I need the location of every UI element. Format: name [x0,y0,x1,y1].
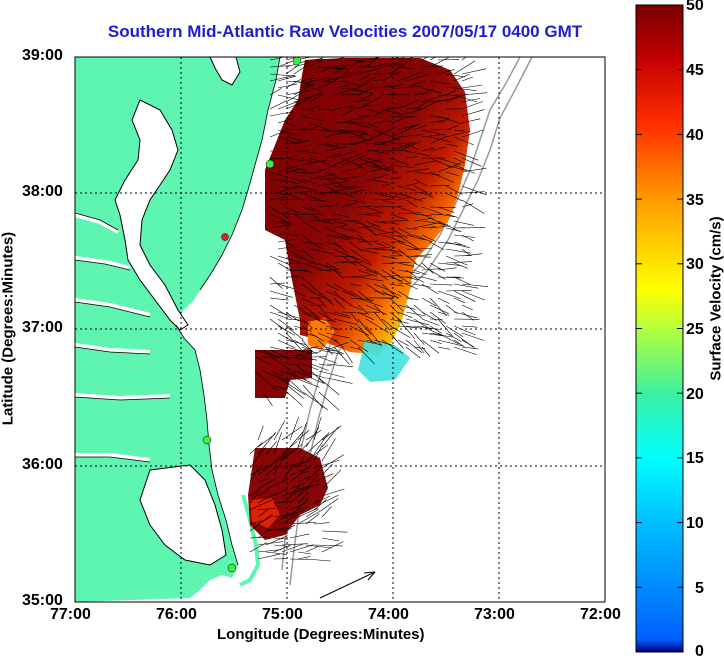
colorbar-tick-label: 5 [695,580,704,598]
y-tick-label: 36:00 [22,456,63,474]
y-tick-label: 35:00 [22,592,63,610]
colorbar-tick-label: 0 [695,643,704,661]
y-tick-label: 37:00 [22,319,63,337]
y-tick-label: 38:00 [22,183,63,201]
colorbar-tick-label: 10 [686,515,704,533]
colorbar-tick-label: 35 [686,192,704,210]
colorbar [636,5,683,652]
colorbar-tick-label: 50 [686,0,704,15]
x-axis-label: Longitude (Degrees:Minutes) [217,626,425,643]
colorbar-label: Surface Velocity (cm/s) [708,199,724,399]
station-marker [228,564,236,572]
station-marker-red [222,234,229,241]
y-tick-label: 39:00 [22,47,63,65]
station-marker [203,436,211,444]
colorbar-tick-label: 30 [686,256,704,274]
colorbar-tick-label: 25 [686,321,704,339]
colorbar-tick-label: 15 [686,450,704,468]
x-tick-label: 75:00 [262,606,303,624]
x-tick-label: 76:00 [156,606,197,624]
y-axis-label: Latitude (Degrees:Minutes) [0,229,17,429]
x-tick-label: 72:00 [580,606,621,624]
x-tick-label: 74:00 [368,606,409,624]
station-marker [293,57,301,65]
x-tick-label: 73:00 [474,606,515,624]
colorbar-tick-label: 45 [686,62,704,80]
station-marker [266,160,274,168]
colorbar-tick-label: 20 [686,386,704,404]
colorbar-tick-label: 40 [686,127,704,145]
